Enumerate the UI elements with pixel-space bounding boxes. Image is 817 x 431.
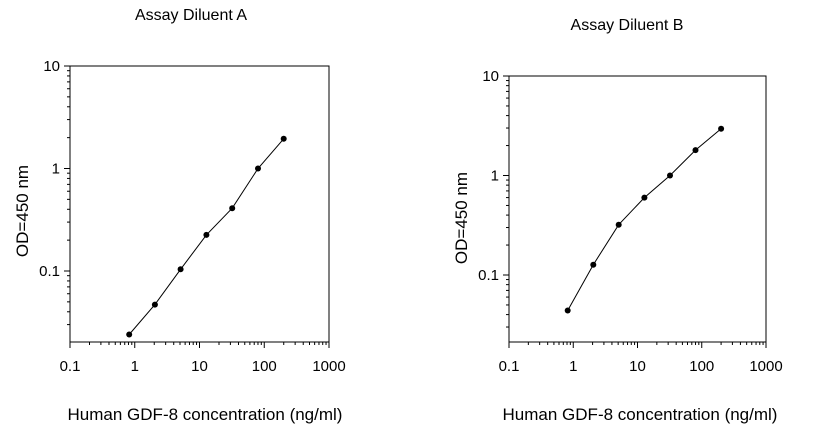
y-tick-label: 10 <box>43 58 60 75</box>
data-point <box>255 165 261 172</box>
data-point <box>692 147 699 154</box>
data-point <box>641 194 648 201</box>
series-line <box>567 128 722 311</box>
chart-title: Assay Diluent A <box>135 7 247 24</box>
y-tick-label: 1 <box>491 168 499 185</box>
data-point <box>126 331 133 338</box>
x-tick-label: 1 <box>569 358 577 375</box>
x-tick-label: 100 <box>252 358 277 375</box>
plot-frame <box>508 75 767 343</box>
data-point <box>151 301 158 308</box>
x-tick-label: 0.1 <box>60 358 81 375</box>
data-point <box>564 307 571 314</box>
y-tick-label: 10 <box>482 68 499 85</box>
data-point <box>229 205 236 212</box>
y-axis-label: OD=450 nm <box>452 172 471 264</box>
x-axis-label: Human GDF-8 concentration (ng/ml) <box>503 405 778 424</box>
data-point <box>667 172 673 179</box>
data-point <box>590 261 597 268</box>
x-tick-label: 1 <box>131 358 139 375</box>
chart-b: Assay Diluent B 0.1 1 10 100 1000 0.1 1 10 Human … <box>452 17 783 424</box>
data-point <box>203 231 210 238</box>
x-tick-label: 0.1 <box>499 358 520 375</box>
plot-frame <box>69 65 330 343</box>
data-point <box>615 221 622 228</box>
data-point <box>718 125 725 132</box>
data-point <box>280 135 287 142</box>
y-tick-label: 1 <box>52 161 60 178</box>
x-tick-label: 10 <box>191 358 208 375</box>
chart-a: Assay Diluent A 0.1 1 10 100 1000 0.1 1 10 Human … <box>13 7 346 424</box>
x-axis-label: Human GDF-8 concentration (ng/ml) <box>68 405 343 424</box>
chart-title: Assay Diluent B <box>571 17 684 34</box>
data-point <box>177 266 184 273</box>
y-axis-label: OD=450 nm <box>13 165 32 257</box>
x-tick-label: 10 <box>629 358 646 375</box>
x-tick-label: 1000 <box>312 358 345 375</box>
y-tick-label: 0.1 <box>39 263 60 280</box>
y-tick-label: 0.1 <box>478 267 499 284</box>
x-tick-label: 1000 <box>749 358 782 375</box>
x-tick-label: 100 <box>689 358 714 375</box>
